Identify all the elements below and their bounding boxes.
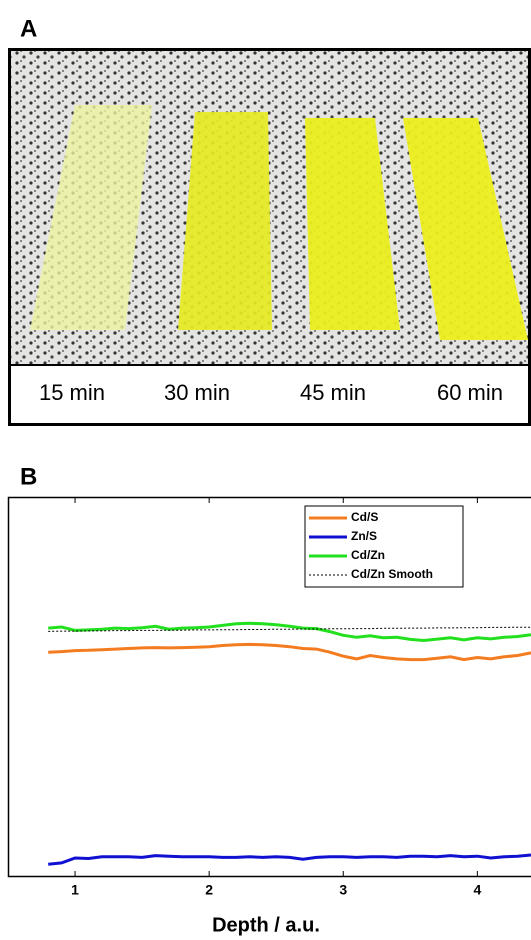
- series-line: [48, 626, 531, 632]
- legend-label: Cd/S: [351, 510, 378, 524]
- caption: 60 min: [437, 380, 503, 405]
- x-tick-label: 1: [71, 882, 79, 898]
- panel-label: A: [20, 15, 37, 42]
- plot: [48, 621, 531, 866]
- legend-label: Cd/Zn Smooth: [351, 567, 433, 581]
- caption: 15 min: [39, 380, 105, 405]
- x-tick-label: 2: [205, 882, 213, 898]
- caption: 45 min: [300, 380, 366, 405]
- plot-frame: [7, 496, 531, 878]
- x-tick-label: 4: [473, 882, 481, 898]
- series-line: [48, 853, 531, 866]
- series-line: [48, 621, 531, 643]
- photo: [8, 48, 531, 426]
- axes: 1 2 3 4: [71, 497, 481, 898]
- captions: 15 min 30 min 45 min 60 min: [39, 380, 503, 405]
- x-tick-label: 3: [339, 882, 347, 898]
- x-axis-label: Depth / a.u.: [212, 914, 320, 936]
- legend: Cd/S Zn/S Cd/Zn Cd/Zn Smooth: [304, 505, 464, 588]
- panel-label: B: [20, 463, 37, 490]
- series-line: [48, 642, 531, 662]
- legend-label: Zn/S: [351, 529, 377, 543]
- caption: 30 min: [164, 380, 230, 405]
- legend-label: Cd/Zn: [351, 548, 385, 562]
